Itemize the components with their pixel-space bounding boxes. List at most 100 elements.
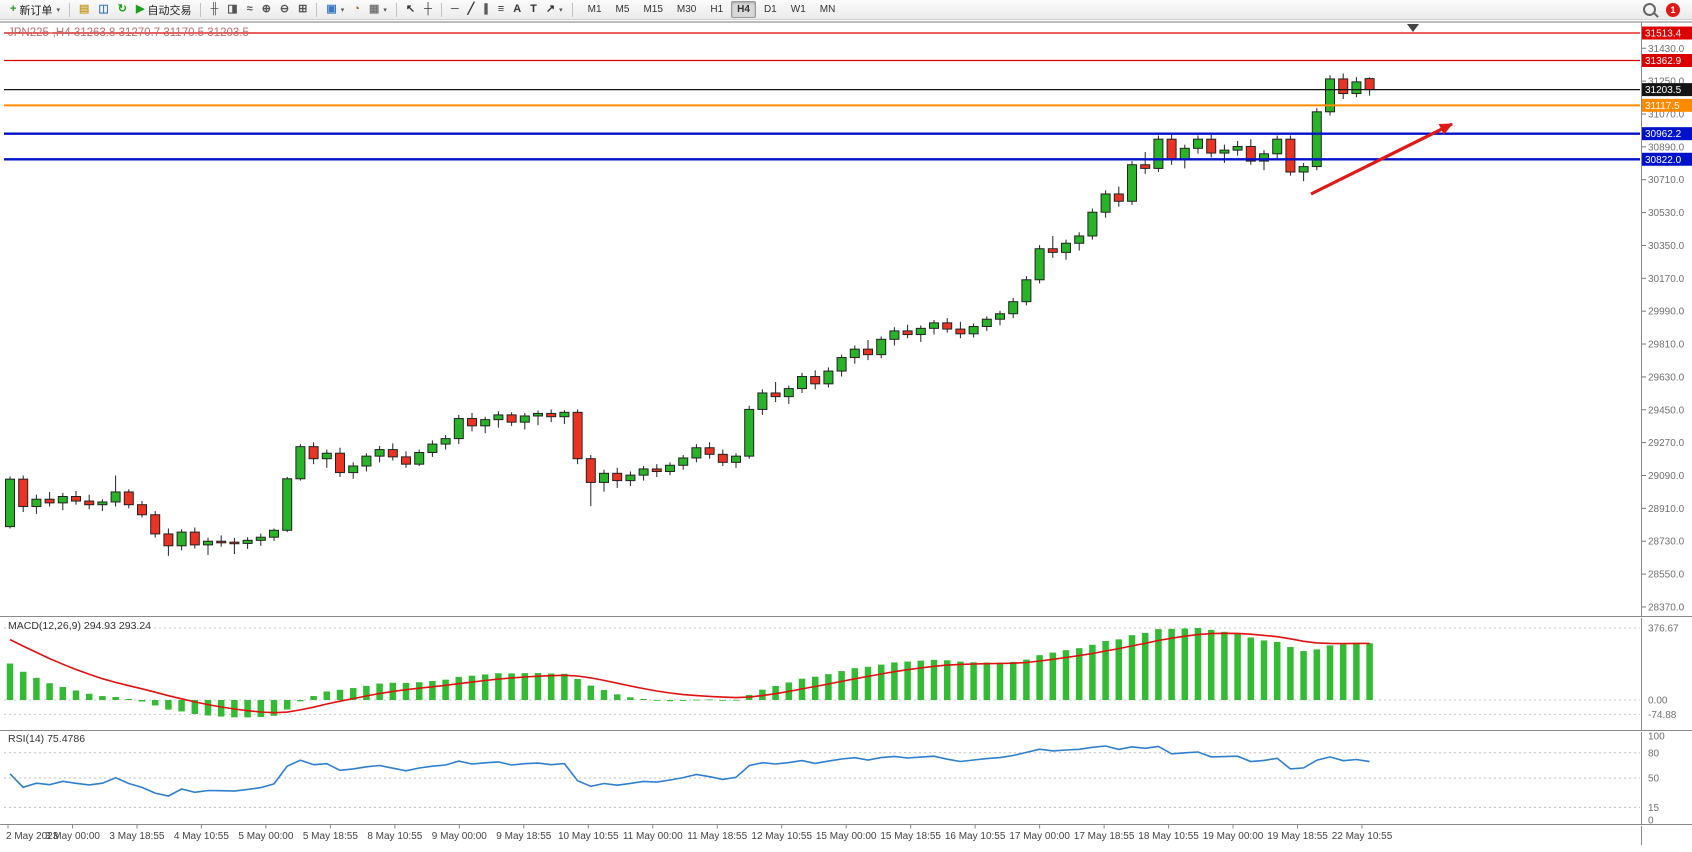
text-label-icon[interactable]: T xyxy=(526,1,541,19)
candle xyxy=(189,527,200,549)
candle xyxy=(467,413,477,432)
price-tag xyxy=(1642,26,1692,40)
candle xyxy=(902,324,913,339)
rsi-line xyxy=(9,745,1370,797)
period-clock-icon[interactable]: ◔ xyxy=(349,1,364,19)
line-chart-icon[interactable]: ≈ xyxy=(243,1,257,19)
candle xyxy=(691,444,702,463)
macd-histogram-bar xyxy=(481,674,489,700)
new-order-button[interactable]: + 新订单 ▾ xyxy=(6,1,64,19)
toolbar-separator xyxy=(200,2,202,17)
macd-histogram-bar xyxy=(178,700,185,712)
candle-body xyxy=(1351,81,1362,95)
zoom-in-icon[interactable]: ⊕ xyxy=(258,1,275,19)
candle-body xyxy=(902,330,913,336)
rsi-axis-label: 0 xyxy=(1648,816,1654,827)
dropdown-caret-icon: ▾ xyxy=(56,6,60,14)
period-clock-icon-glyph: ◔ xyxy=(353,3,360,15)
toolbar-separator xyxy=(395,2,397,17)
macd-histogram-bar xyxy=(1141,632,1149,700)
cursor-icon[interactable]: ↖ xyxy=(402,1,419,19)
chart-shift-marker[interactable] xyxy=(1407,24,1419,32)
candle xyxy=(1074,232,1085,251)
candle-body xyxy=(440,438,451,445)
macd-histogram-bar xyxy=(1168,628,1175,700)
price-grid-label: 31250.0 xyxy=(1648,77,1685,88)
timeframe-d1-button[interactable]: D1 xyxy=(763,4,777,15)
text-icon[interactable]: A xyxy=(509,1,525,19)
crosshair-icon-glyph: ┼ xyxy=(424,3,432,15)
price-scale[interactable] xyxy=(1642,23,1692,823)
zoom-out-icon[interactable]: ⊖ xyxy=(276,1,293,19)
candle-body xyxy=(269,529,279,538)
chart-plot-area[interactable] xyxy=(4,23,1640,616)
timeframe-w1-button[interactable]: W1 xyxy=(790,4,806,15)
candle xyxy=(863,340,873,361)
price-grid-label: 30170.0 xyxy=(1648,274,1685,285)
tile-windows-icon[interactable]: ⊞ xyxy=(294,1,311,19)
candle xyxy=(665,462,675,476)
equidistant-channel-icon[interactable]: ∥ xyxy=(479,1,493,19)
macd-histogram-bar xyxy=(904,661,911,700)
timeframe-mn-button[interactable]: MN xyxy=(819,4,836,15)
chart-area[interactable]: 31430.0 31250.0 31070.0 30890.0 30710.0 30530… xyxy=(0,20,1692,852)
candle xyxy=(533,410,543,426)
crosshair-icon[interactable]: ┼ xyxy=(420,1,436,19)
search-icon[interactable] xyxy=(1643,3,1656,16)
candle xyxy=(731,453,741,468)
price-grid-label: 30350.0 xyxy=(1648,241,1685,252)
macd-histogram-bar xyxy=(46,683,53,700)
market-watch-icon-glyph: ◫ xyxy=(98,3,109,15)
arrows-icon[interactable]: ↗ ▾ xyxy=(542,1,567,19)
candle xyxy=(849,345,860,364)
candle-body xyxy=(1113,193,1124,202)
macd-histogram-bar xyxy=(1207,629,1215,700)
toolbar-separator xyxy=(316,2,318,17)
price-tag-label: 31117.5 xyxy=(1645,101,1680,112)
rsi-panel[interactable]: 100 80 50 15 0 xyxy=(4,732,1665,827)
candle-body xyxy=(836,357,847,372)
candle-body xyxy=(1034,248,1045,281)
macd-panel[interactable]: 376.67 0.00 -74.88 xyxy=(4,623,1679,721)
new-chart-icon[interactable]: ▣ ▾ xyxy=(322,1,348,19)
candle-body xyxy=(321,452,332,460)
trendline-icon[interactable]: ╱ xyxy=(464,1,479,19)
macd-histogram-bar xyxy=(6,663,14,700)
candle xyxy=(1245,139,1256,165)
candle-body xyxy=(929,322,939,329)
timeframe-h4-button[interactable]: H4 xyxy=(731,1,756,18)
candle-body xyxy=(876,338,887,356)
arrow-annotation[interactable] xyxy=(1310,122,1453,196)
candle-body xyxy=(1193,138,1203,149)
macd-histogram-bar xyxy=(613,694,621,700)
timeframe-m15-button[interactable]: M15 xyxy=(643,4,663,15)
candle xyxy=(546,409,557,423)
macd-histogram-bar xyxy=(1009,661,1017,700)
macd-histogram-bar xyxy=(415,682,423,700)
macd-histogram-bar xyxy=(99,696,106,700)
macd-histogram-bar xyxy=(1155,629,1162,700)
macd-histogram-bar xyxy=(1234,633,1241,700)
candlestick-chart-icon[interactable]: ◨ xyxy=(223,1,241,19)
timeframe-m30-button[interactable]: M30 xyxy=(676,4,697,15)
refresh-icon[interactable]: ↻ xyxy=(114,1,131,19)
cursor-icon-glyph: ↖ xyxy=(405,3,416,15)
candle xyxy=(84,494,95,510)
price-tag xyxy=(1642,127,1692,141)
candle-body xyxy=(1153,138,1164,169)
chart-window-icon[interactable]: ▤ xyxy=(75,1,93,19)
candle-body xyxy=(1047,248,1058,253)
timeframe-m1-button[interactable]: M1 xyxy=(587,4,602,15)
auto-trading-button[interactable]: ▶ 自动交易 xyxy=(132,1,195,19)
horizontal-line-icon[interactable]: ─ xyxy=(447,1,463,19)
templates-icon[interactable]: ▦ ▾ xyxy=(365,1,391,19)
notification-badge[interactable]: 1 xyxy=(1666,2,1680,17)
timeframe-h1-button[interactable]: H1 xyxy=(710,4,724,15)
macd-histogram-bar xyxy=(112,696,119,700)
fibonacci-icon[interactable]: ≡ xyxy=(494,1,508,19)
timeframe-m5-button[interactable]: M5 xyxy=(615,4,630,15)
market-watch-icon[interactable]: ◫ xyxy=(94,1,112,19)
horizontal-line-icon-glyph: ─ xyxy=(450,3,459,15)
bar-chart-icon[interactable]: ╫ xyxy=(206,1,222,19)
